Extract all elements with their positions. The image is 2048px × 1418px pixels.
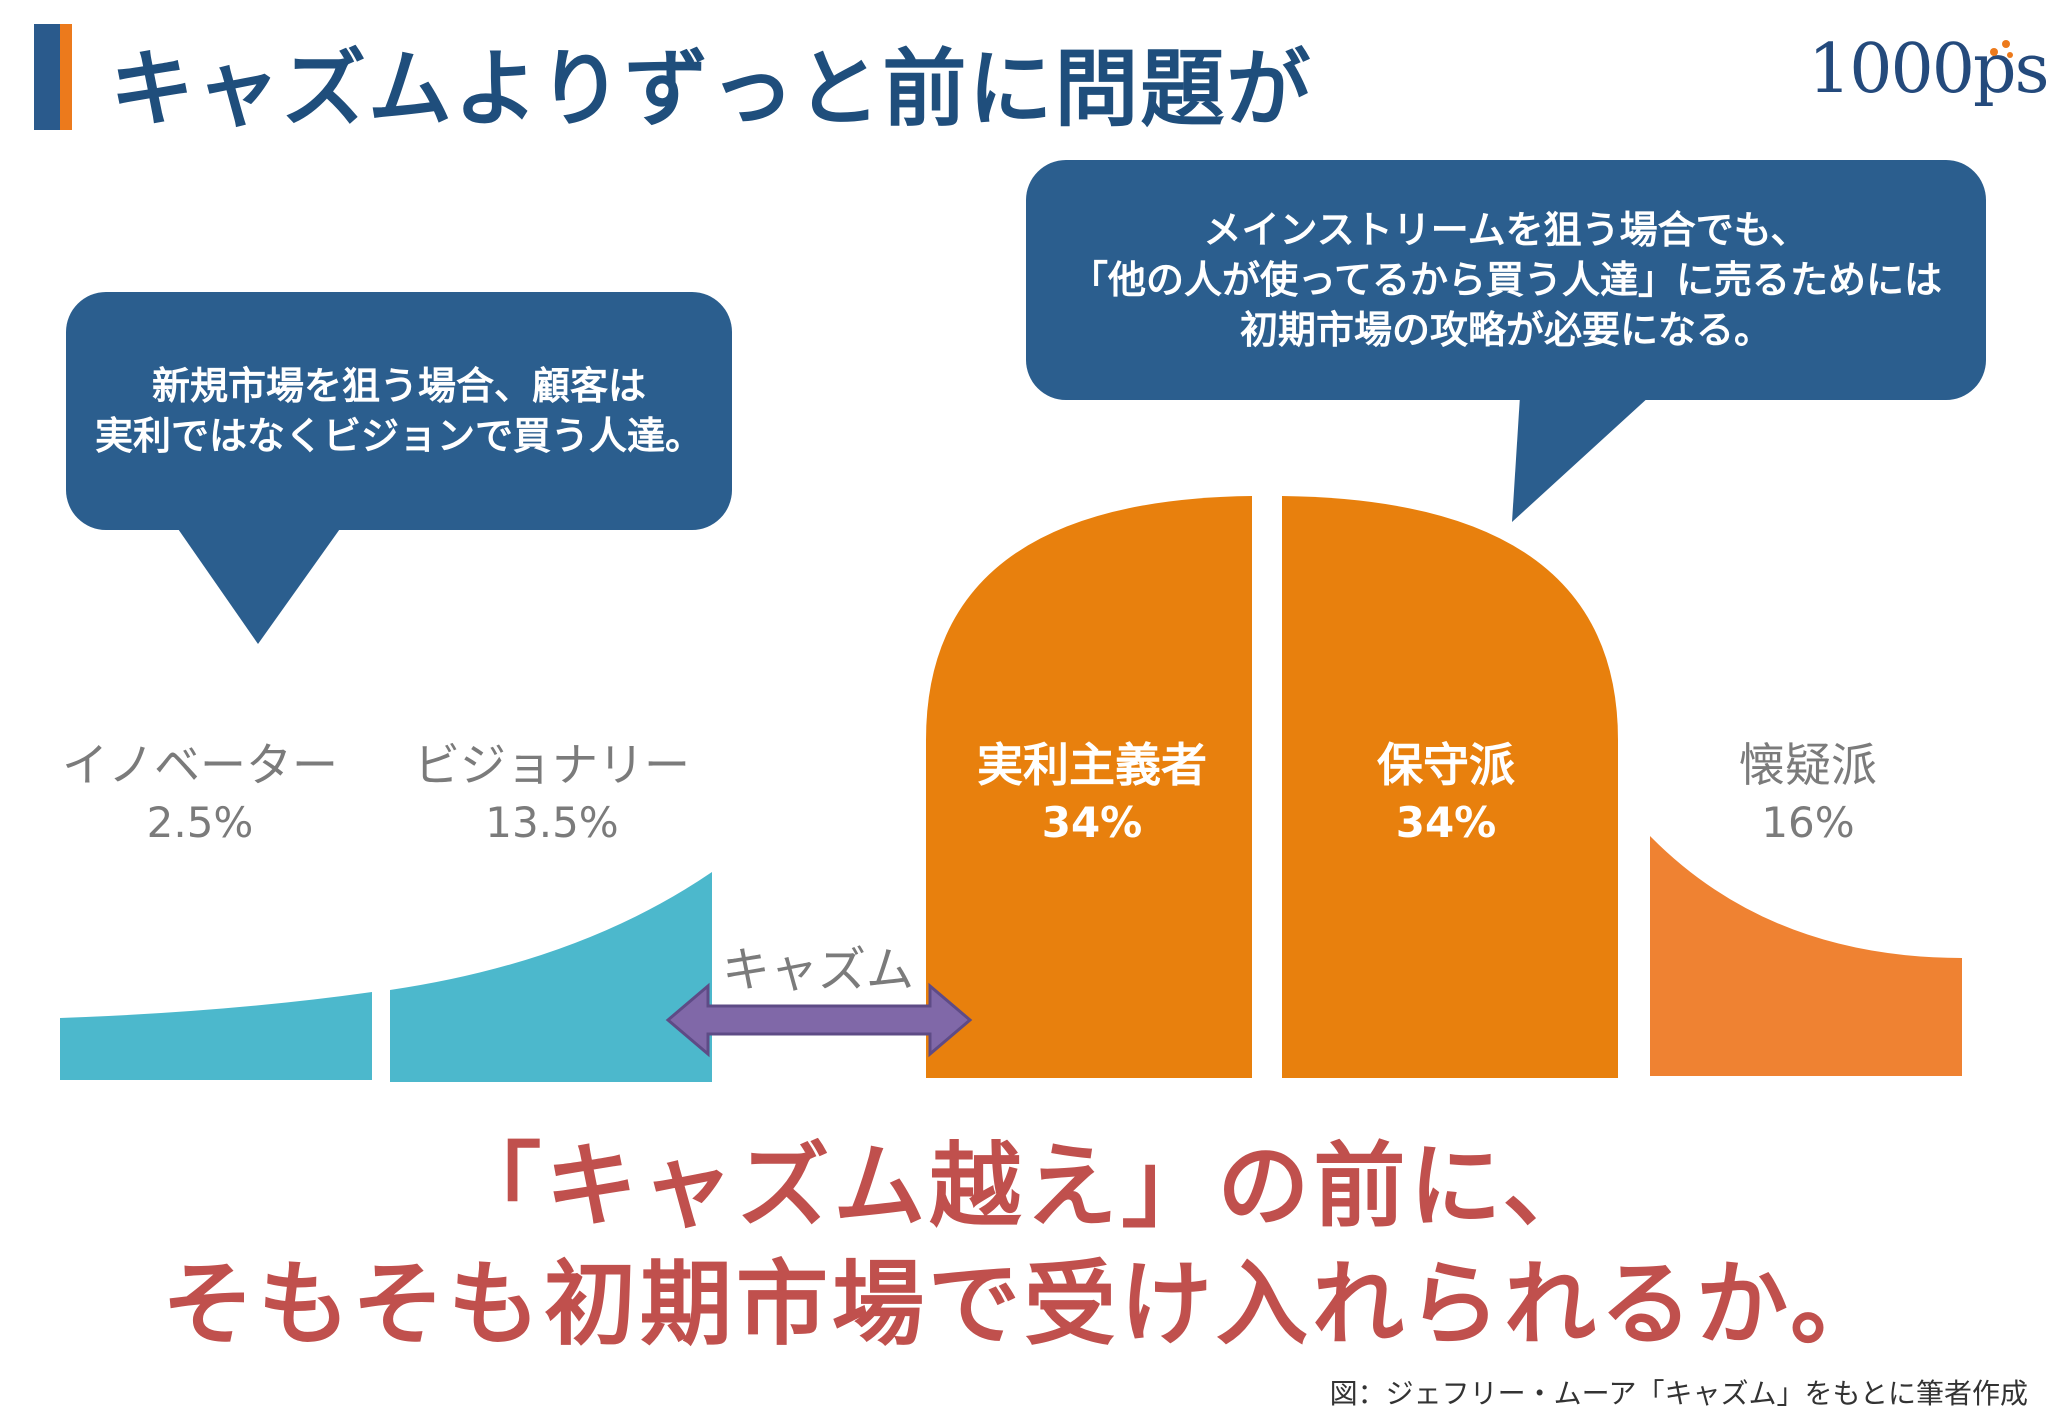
title-accent-blue: [34, 24, 60, 130]
source-caption: 図：ジェフリー・ムーア「キャズム」をもとに筆者作成: [1329, 1377, 2028, 1410]
segment-label-early-majority: 実利主義者 34%: [977, 736, 1207, 852]
segment-name: 実利主義者: [977, 738, 1207, 792]
chasm-label: キャズム: [722, 942, 915, 998]
laggards-area: [1650, 836, 1962, 1076]
segment-percent: 34%: [1395, 798, 1497, 847]
segment-percent: 2.5%: [146, 798, 254, 847]
segment-percent: 16%: [1761, 798, 1855, 847]
segment-name: ビジョナリー: [414, 738, 690, 792]
early-majority-area: [926, 496, 1252, 1078]
segment-label-laggards: 懐疑派 16%: [1739, 736, 1877, 852]
segment-percent: 34%: [1041, 798, 1143, 847]
late-majority-area: [1282, 496, 1618, 1078]
bubble-left-line-1: 新規市場を狙う場合、顧客は: [151, 364, 646, 408]
segment-name: イノベーター: [62, 738, 338, 792]
segment-name: 懐疑派: [1739, 738, 1877, 792]
bubble-right-tail: [1512, 396, 1650, 522]
early-adopters-area: [390, 872, 712, 1082]
bubble-right-line-2: 「他の人が使ってるから買う人達」に売るためには: [1069, 258, 1943, 302]
innovators-area: [60, 992, 372, 1080]
bubble-right-line-3: 初期市場の攻略が必要になる。: [1239, 308, 1772, 352]
brand-logo: 1000ps: [1808, 30, 2048, 110]
bubble-left-line-2: 実利ではなくビジョンで買う人達。: [94, 414, 703, 458]
chasm-arrow: [665, 982, 973, 1058]
speech-bubble-innovators: 新規市場を狙う場合、顧客は 実利ではなくビジョンで買う人達。: [66, 292, 732, 530]
bubble-left-tail: [176, 526, 342, 644]
segment-label-late-majority: 保守派 34%: [1377, 736, 1515, 852]
conclusion-line-2: そもそも初期市場で受け入れられるか。: [161, 1251, 1887, 1358]
conclusion-line-1: 「キャズム越え」の前に、: [449, 1133, 1599, 1240]
speech-bubble-mainstream: メインストリームを狙う場合でも、 「他の人が使ってるから買う人達」に売るためには…: [1026, 160, 1986, 400]
segment-percent: 13.5%: [485, 798, 619, 847]
segment-label-innovators: イノベーター 2.5%: [62, 736, 338, 852]
page-title: キャズムよりずっと前に問題が: [110, 40, 1313, 138]
segment-name: 保守派: [1377, 738, 1515, 792]
bubble-right-line-1: メインストリームを狙う場合でも、: [1203, 208, 1809, 252]
logo-dots-icon: [1990, 40, 2013, 58]
title-accent-orange: [60, 24, 72, 130]
segment-label-early-adopters: ビジョナリー 13.5%: [414, 736, 690, 852]
